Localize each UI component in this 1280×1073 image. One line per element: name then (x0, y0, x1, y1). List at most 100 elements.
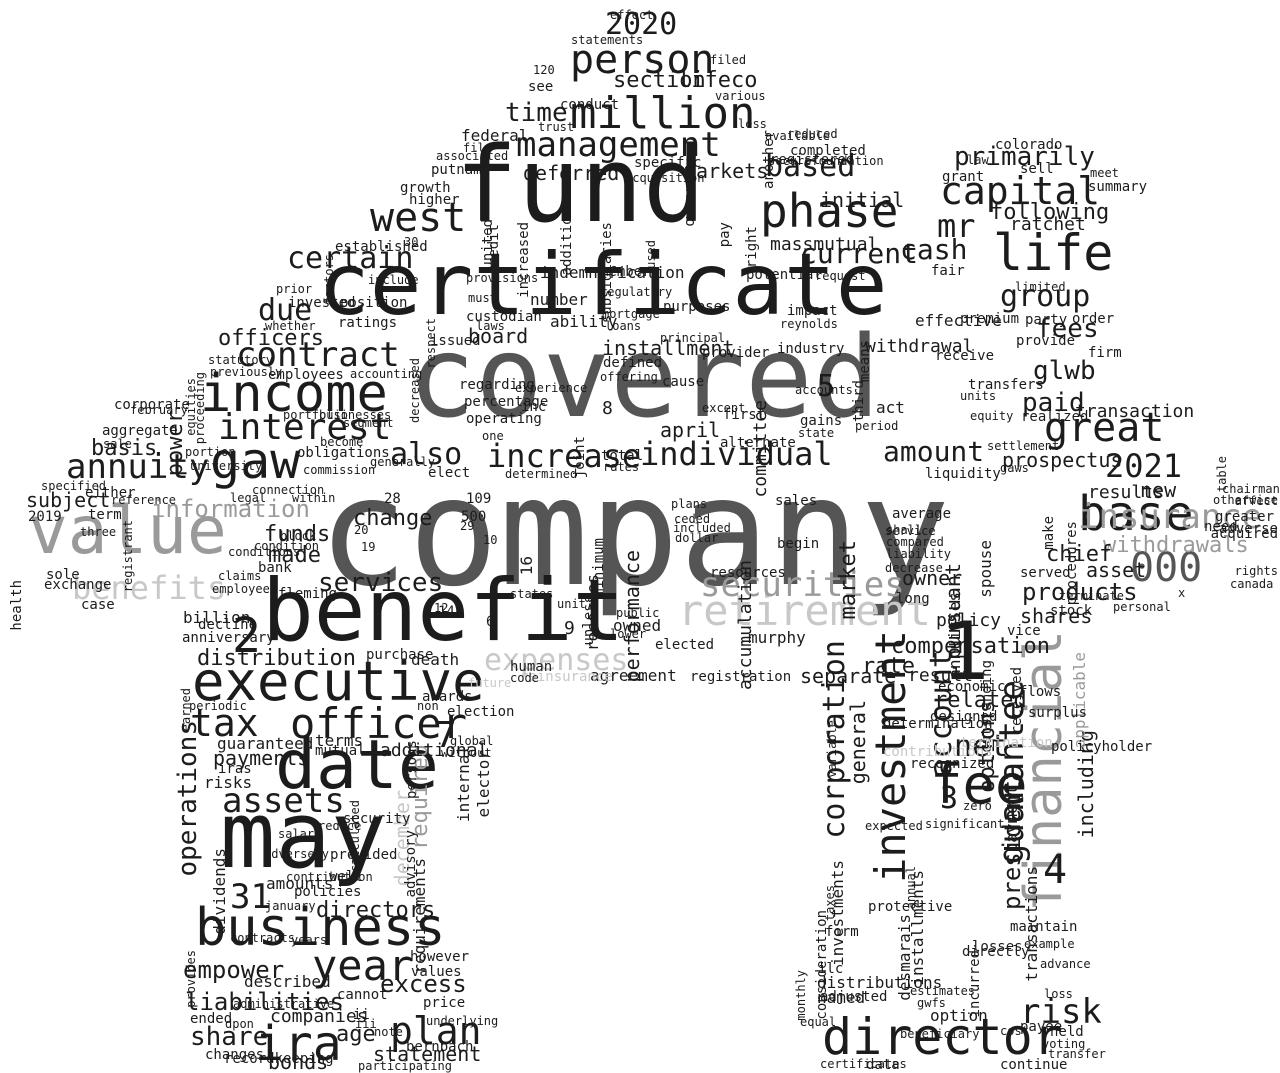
word-66: empower (183, 956, 285, 984)
word-10: director (822, 1008, 1063, 1066)
word-2: certificate (318, 235, 888, 335)
word-417: determined (505, 467, 578, 481)
word-266: filed (710, 53, 747, 67)
word-81: time (505, 98, 568, 128)
word-170: annuities (945, 592, 964, 679)
word-173: registration (690, 669, 792, 685)
word-30: great (1044, 405, 1165, 451)
word-291: corporate (114, 397, 190, 413)
word-265: effect (610, 8, 654, 22)
word-155: named (817, 988, 866, 1007)
word-383: adverse (1218, 521, 1278, 537)
word-379: terminate (1059, 589, 1125, 603)
word-385: otherwise (1212, 493, 1278, 507)
word-187: begin (777, 536, 820, 552)
word-345: recordkeeping (224, 1051, 334, 1067)
word-70: age (336, 1022, 376, 1047)
word-393: liquidity (925, 466, 1001, 482)
word-117: market (836, 540, 861, 620)
word-217: regarding (459, 377, 535, 393)
word-37: year (312, 941, 414, 990)
word-172: agreement (590, 666, 677, 685)
word-77: 2 (232, 608, 261, 664)
word-305: commission (303, 463, 376, 477)
word-293: february (130, 403, 188, 417)
word-68: excess (380, 970, 467, 998)
word-22: management (516, 125, 721, 165)
word-398: party (1025, 312, 1068, 328)
word-135: bonds (268, 1050, 329, 1073)
word-422: reduced (787, 127, 838, 141)
word-259: less (738, 117, 767, 131)
word-124: applicable (1070, 652, 1089, 749)
word-366: surplus (1028, 705, 1088, 721)
word-139: companies (270, 1006, 368, 1027)
word-446: x (1178, 586, 1186, 600)
word-245: equity (970, 409, 1014, 423)
word-201: 28 (384, 491, 401, 507)
word-7: executive (192, 650, 485, 713)
word-58: information (151, 495, 310, 523)
word-258: available (765, 129, 831, 143)
word-313: term (88, 507, 122, 523)
word-327: registrant (121, 520, 135, 593)
word-17: 000 (1130, 545, 1203, 591)
word-91: withdrawal (865, 336, 974, 357)
word-24: 2020 (605, 7, 678, 42)
word-128: risks (204, 773, 253, 792)
word-138: ended (190, 1011, 233, 1027)
word-36: tax (190, 701, 259, 745)
word-59: benefits (72, 569, 227, 607)
word-441: specific (634, 155, 702, 171)
word-317: bank (258, 560, 292, 576)
word-164: loss (1044, 987, 1073, 1001)
word-275: 30 (404, 235, 419, 249)
word-223: must (468, 291, 497, 305)
word-29: fee (930, 753, 1028, 816)
word-133: death (411, 650, 460, 669)
word-1: covered (408, 313, 881, 443)
word-433: unit (557, 597, 586, 611)
word-110: provide (1016, 333, 1076, 349)
word-136: statement (373, 1042, 482, 1066)
word-218: experience (515, 381, 588, 395)
word-141: amounts (266, 874, 334, 893)
word-358: reduce (318, 819, 362, 833)
word-158: data (866, 1057, 900, 1073)
word-411: cost (1000, 1024, 1029, 1038)
word-103: shares (1020, 604, 1093, 628)
word-297: previously (210, 365, 283, 379)
word-131: terms (315, 731, 364, 750)
word-52: cash (900, 233, 968, 266)
word-363: internal (454, 745, 473, 823)
word-445: policyholder (1051, 739, 1153, 755)
word-134: purchase (366, 647, 434, 663)
word-192: ceded (674, 512, 711, 526)
word-248: limited (1015, 280, 1066, 294)
word-242: receive (935, 348, 995, 364)
word-25: west (370, 195, 467, 241)
word-108: paid (1022, 388, 1085, 418)
word-221: custodian (466, 309, 542, 325)
word-434: unless (581, 595, 597, 646)
word-443: firm (1088, 345, 1122, 361)
word-216: percentage (464, 394, 549, 410)
word-144: dividends (210, 848, 229, 935)
word-388: chairman (1222, 482, 1280, 496)
word-429: elected (655, 637, 715, 653)
word-222: laws (476, 319, 505, 333)
word-97: made (268, 543, 321, 568)
word-146: advisory (403, 830, 419, 898)
word-196: 8 (602, 398, 613, 419)
word-194: cause (662, 374, 705, 390)
word-309: either (85, 485, 136, 501)
word-425: provisions (466, 271, 539, 285)
word-88: massmutual (770, 234, 879, 255)
word-395: period (855, 419, 899, 433)
word-334: iras (218, 761, 252, 777)
word-202: 20 (354, 523, 369, 537)
word-359: without (441, 746, 492, 760)
word-205: 500 (461, 509, 487, 525)
word-113: related (934, 688, 1027, 713)
